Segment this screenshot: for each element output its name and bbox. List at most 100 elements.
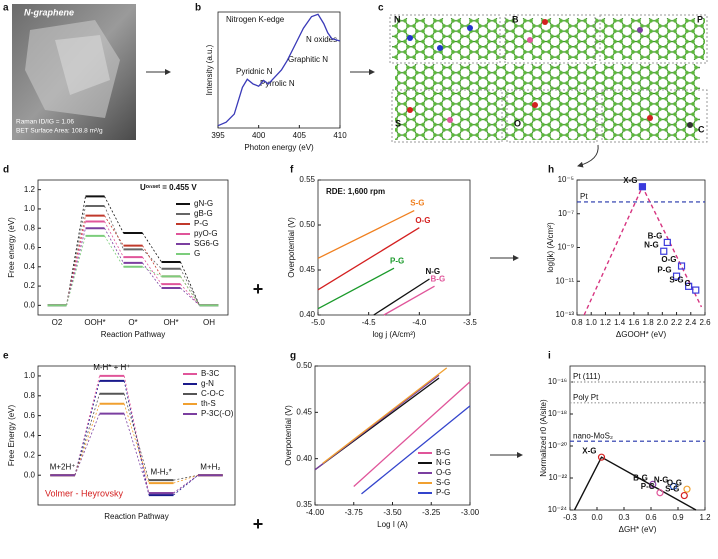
data-point (685, 282, 693, 290)
x-tick-label: 2.6 (699, 318, 711, 327)
atom (532, 102, 538, 108)
plot-frame (317, 179, 471, 316)
photo-panel: N-graphene Raman ID/IG = 1.06 BET Surfac… (12, 4, 136, 140)
x-tick-label: 1.4 (614, 318, 626, 327)
panel-label: d (3, 165, 9, 176)
point-label: P-G (641, 482, 655, 491)
x-tick-label: 395 (211, 131, 225, 140)
x-tick-label: 0.0 (591, 513, 603, 522)
line-label: S-G (410, 199, 424, 208)
legend-label: SG6-G (194, 239, 219, 248)
site-label: P (697, 14, 703, 24)
connector (66, 205, 86, 306)
x-tick-label: 410 (333, 131, 347, 140)
legend-label: P-G (194, 219, 208, 228)
category-label: M-H₂* (150, 467, 171, 476)
y-tick-label: 10⁻²² (549, 473, 568, 482)
y-axis-label: Free energy (eV) (7, 217, 16, 278)
data-point (656, 489, 664, 497)
y-tick-label: 0.50 (299, 220, 315, 229)
x-tick-label: 405 (293, 131, 307, 140)
connector (180, 268, 200, 306)
x-axis-label: ΔGOOH* (eV) (616, 330, 667, 339)
legend-label: th-S (201, 399, 216, 408)
x-tick-label: 1.2 (600, 318, 612, 327)
connector (173, 474, 199, 494)
y-tick-label: 10⁻⁵ (558, 175, 574, 184)
category-label: M-H* + H⁺ (93, 363, 130, 372)
line-label: P-G (390, 256, 404, 265)
category-label: OOH* (84, 318, 105, 327)
x-tick-label: 0.8 (571, 318, 583, 327)
y-tick-label: 10⁻¹⁶ (548, 377, 567, 386)
y-axis-label: Normalized r0 (A/site) (539, 399, 548, 477)
data-point (680, 491, 688, 500)
y-tick-label: 0.8 (24, 223, 36, 232)
site-label: S (395, 118, 401, 128)
y-axis-label: Overpotential (V) (284, 405, 293, 466)
legend-label: N-G (436, 458, 451, 467)
atom (407, 107, 413, 113)
y-tick-label: 1.0 (24, 204, 36, 213)
point-label: S-G (665, 485, 679, 494)
reference-label: Pt (580, 192, 588, 201)
region-box (506, 89, 598, 143)
connector (74, 375, 100, 476)
x-axis-label: Log I (A) (377, 520, 408, 529)
connector (180, 261, 200, 306)
connector (74, 393, 100, 476)
data-point (649, 480, 657, 488)
plot-frame (569, 365, 706, 511)
connector (104, 196, 124, 234)
y-axis-label: Free Energy (eV) (7, 404, 16, 466)
category-label: O* (128, 318, 137, 327)
point-label: O-G (667, 478, 682, 487)
arrow (577, 144, 599, 168)
x-axis-label: Reaction Pathway (101, 330, 165, 339)
x-tick-label: -4.0 (412, 318, 426, 327)
x-tick-label: 400 (252, 131, 266, 140)
connector (104, 228, 124, 264)
category-label: M+H₂ (200, 462, 220, 471)
connector (180, 276, 200, 306)
x-tick-label: -0.3 (563, 513, 577, 522)
y-tick-label: 10⁻⁷ (558, 209, 574, 218)
connector (142, 266, 162, 277)
point-label: G (685, 279, 691, 288)
x-tick-label: -3.00 (461, 508, 480, 517)
reference-label: Pt (111) (573, 372, 601, 381)
connector (142, 256, 162, 285)
panel-label: e (3, 351, 9, 362)
connector (104, 215, 124, 246)
photo-title: N-graphene (24, 7, 74, 17)
y-tick-label: 0.45 (299, 265, 315, 274)
panel-label: g (290, 351, 296, 362)
legend-label: gN-G (194, 199, 213, 208)
y-tick-label: 0.45 (296, 407, 312, 416)
panel-label: b (195, 3, 201, 14)
line-label: B-G (431, 274, 446, 283)
legend-label: B-G (436, 448, 450, 457)
legend-label: O-G (436, 468, 451, 477)
data-point (677, 262, 686, 270)
connector (74, 380, 100, 476)
panel-label: f (290, 165, 294, 176)
plot-frame (576, 179, 706, 316)
x-tick-label: -3.50 (383, 508, 402, 517)
x-axis-label: Reaction Pathway (104, 512, 168, 521)
y-tick-label: 0.2 (24, 450, 36, 459)
connector (123, 403, 150, 484)
data-line (353, 381, 471, 487)
category-label: O2 (52, 318, 63, 327)
legend-label: gB-G (194, 209, 213, 218)
region-box (391, 89, 503, 143)
sheet (55, 35, 110, 95)
category-label: OH* (163, 318, 178, 327)
category-label: M+2H⁺ (50, 462, 76, 471)
data-line (317, 210, 415, 259)
data-line (217, 13, 341, 127)
y-tick-label: 1.0 (24, 371, 36, 380)
y-tick-label: 10⁻¹¹ (556, 276, 575, 285)
y-tick-label: 0.40 (299, 310, 315, 319)
